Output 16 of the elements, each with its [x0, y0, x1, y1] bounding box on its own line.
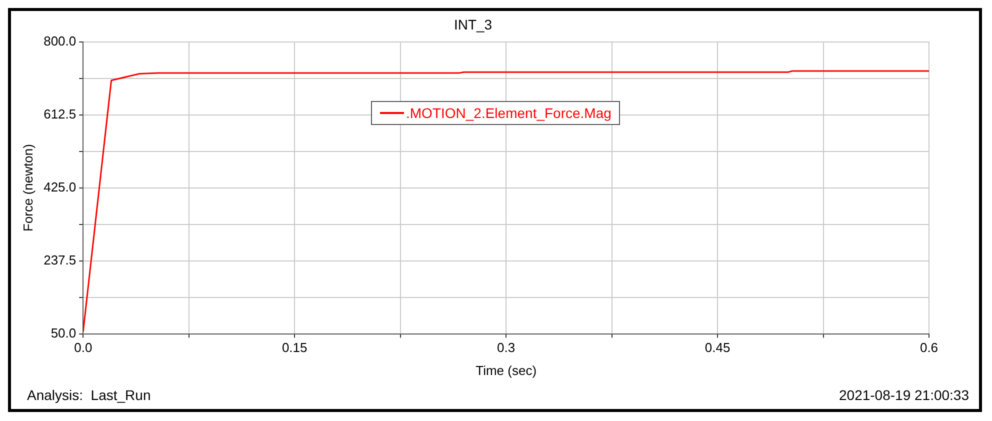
y-axis-title: Force (newton)	[20, 144, 36, 232]
text: 2021-08-19 21:00:33	[839, 387, 969, 403]
x-tick-label: 0.0	[74, 340, 92, 356]
x-tick-label: 0.3	[497, 340, 516, 356]
x-tick-label: 0.6	[920, 340, 938, 356]
chart-title: INT_3	[454, 16, 492, 32]
legend-label: .MOTION_2.Element_Force.Mag	[406, 105, 612, 121]
y-tick-label: 800.0	[44, 33, 76, 48]
y-tick-label: 50.0	[50, 325, 76, 340]
x-axis-title: Time (sec)	[476, 362, 537, 378]
y-tick-label: 425.0	[44, 179, 76, 194]
text: Analysis: Last_Run	[27, 387, 151, 403]
y-tick-label: 237.5	[44, 252, 76, 268]
x-tick-label: 0.45	[704, 340, 730, 356]
y-tick-label: 612.5	[44, 106, 76, 122]
x-tick-label: 0.15	[282, 340, 308, 356]
